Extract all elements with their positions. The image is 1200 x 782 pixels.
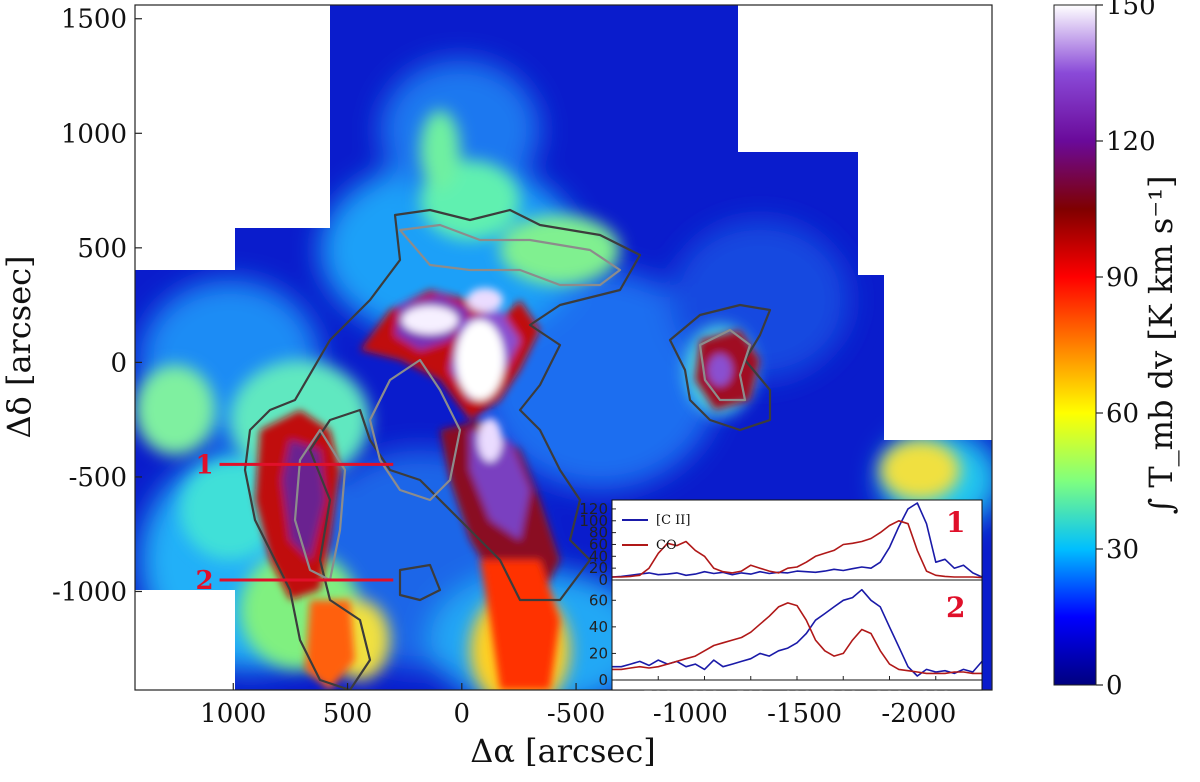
- map-y-ticks: 1500 1000 500 0 -500 -1000: [52, 5, 142, 608]
- inset-y-tick-label: 20: [589, 644, 608, 662]
- inset-y-tick-label: 60: [589, 591, 608, 609]
- legend-label-co: CO: [656, 538, 677, 553]
- y-tick-label: 500: [77, 234, 127, 264]
- inset-y-tick-label: 40: [589, 618, 608, 636]
- y-tick-label: 0: [110, 348, 127, 378]
- colorbar-title: ∫ T_mb dv [K km s⁻¹]: [1142, 175, 1180, 514]
- y-tick-label: 1000: [61, 119, 127, 149]
- legend-label-cii: [C II]: [656, 513, 691, 528]
- cut-label-2: 2: [195, 566, 213, 596]
- cut-label-1: 1: [195, 450, 213, 480]
- x-tick-label: 500: [323, 699, 373, 729]
- colorbar-tick-label: 150: [1106, 0, 1156, 21]
- y-tick-label: 1500: [61, 5, 127, 35]
- inset-y-tick-label: 0: [598, 671, 608, 689]
- map-x-axis-title: Δα [arcsec]: [470, 732, 655, 770]
- colorbar-tick-label: 30: [1106, 535, 1139, 565]
- y-tick-label: -1000: [52, 577, 127, 607]
- y-tick-label: -500: [69, 463, 127, 493]
- colorbar-tick-label: 0: [1106, 671, 1123, 701]
- map-blank-corner: [135, 590, 235, 690]
- colorbar-tick-label: 120: [1106, 127, 1156, 157]
- colorbar-bar: [1054, 5, 1096, 685]
- panel-label-2: 2: [946, 591, 965, 624]
- map-y-axis-title: Δδ [arcsec]: [0, 255, 38, 438]
- inset-background: [612, 500, 982, 690]
- x-tick-label: 0: [454, 699, 471, 729]
- colorbar-tick-label: 90: [1106, 263, 1139, 293]
- x-tick-label: 1000: [200, 699, 266, 729]
- x-tick-label: -500: [547, 699, 605, 729]
- panel-label-1: 1: [946, 506, 965, 539]
- inset-y-tick-label: 120: [579, 500, 608, 518]
- colorbar: 0 30 60 90 120 150 ∫ T_mb dv [K km s⁻¹]: [1054, 0, 1180, 701]
- colorbar-tick-label: 60: [1106, 399, 1139, 429]
